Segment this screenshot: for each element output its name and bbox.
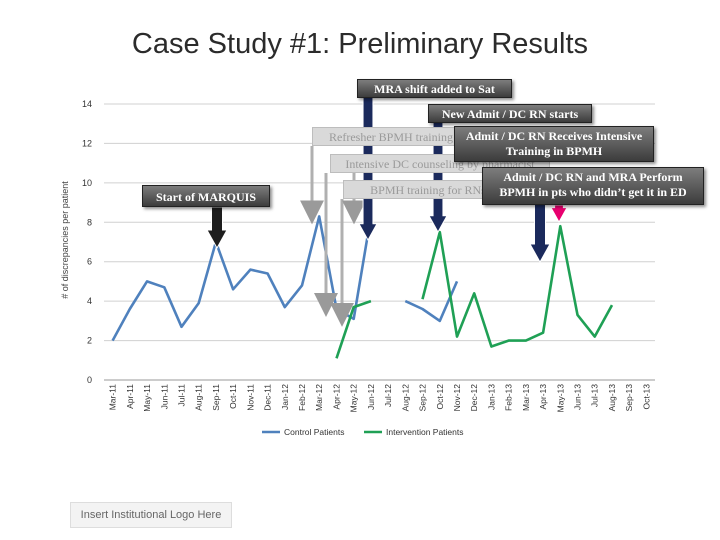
legend-label: Intervention Patients <box>386 427 464 437</box>
x-tick-label: Dec-11 <box>263 384 273 411</box>
series-line-intervention-patients <box>421 224 614 348</box>
x-tick-label: Jun-11 <box>159 384 169 410</box>
callout-new-admit: New Admit / DC RN starts <box>428 104 592 123</box>
x-tick-label: Jun-13 <box>573 384 583 410</box>
x-tick-label: Apr-12 <box>331 384 341 410</box>
y-axis-label: # of discrepancies per patient <box>60 181 70 299</box>
x-tick-label: Aug-13 <box>607 384 617 412</box>
y-tick-label: 4 <box>87 296 92 306</box>
x-tick-labels: Mar-11 Apr-11 May-11 Jun-11 Jul-11 Aug-11 Sep-… <box>108 384 652 413</box>
y-tick-label: 14 <box>82 99 92 109</box>
callout-admit-intensive: Admit / DC RN Receives Intensive Trainin… <box>454 126 654 162</box>
x-tick-label: Feb-12 <box>297 384 307 411</box>
x-tick-label: Apr-11 <box>125 384 135 409</box>
x-tick-label: Mar-11 <box>108 384 118 411</box>
x-tick-label: Aug-12 <box>400 384 410 412</box>
callout-start-marquis: Start of MARQUIS <box>142 185 270 207</box>
y-tick-label: 10 <box>82 178 92 188</box>
y-tick-label: 6 <box>87 257 92 267</box>
x-tick-label: Oct-13 <box>641 384 651 410</box>
x-tick-label: Jan-12 <box>280 384 290 410</box>
x-tick-label: Jul-11 <box>176 384 186 407</box>
y-tick-labels: 0 2 4 6 8 10 12 14 <box>82 99 92 385</box>
x-tick-label: Dec-12 <box>469 384 479 412</box>
x-tick-label: Oct-12 <box>435 384 445 410</box>
legend-label: Control Patients <box>284 427 344 437</box>
x-tick-label: Sep-11 <box>211 384 221 411</box>
x-tick-label: Jul-12 <box>383 384 393 407</box>
x-tick-label: Jan-13 <box>486 384 496 410</box>
x-tick-label: Mar-13 <box>521 384 531 411</box>
x-tick-label: Feb-13 <box>504 384 514 411</box>
x-tick-label: Nov-12 <box>452 384 462 412</box>
x-tick-label: Sep-13 <box>624 384 634 412</box>
legend: Control Patients Intervention Patients <box>262 427 464 437</box>
x-tick-label: Jul-13 <box>590 384 600 407</box>
y-tick-label: 12 <box>82 138 92 148</box>
x-tick-label: Nov-11 <box>245 384 255 411</box>
x-tick-label: Oct-11 <box>228 384 238 409</box>
x-tick-label: May-13 <box>555 384 565 413</box>
callout-mra-shift: MRA shift added to Sat <box>357 79 512 98</box>
x-tick-label: May-12 <box>349 384 359 413</box>
y-tick-label: 0 <box>87 375 92 385</box>
x-tick-label: May-11 <box>142 384 152 412</box>
y-tick-label: 8 <box>87 217 92 227</box>
y-tick-label: 2 <box>87 336 92 346</box>
slide-title: Case Study #1: Preliminary Results <box>131 28 589 60</box>
logo-placeholder: Insert Institutional Logo Here <box>70 502 232 528</box>
x-tick-label: Aug-11 <box>194 384 204 411</box>
series-line-control-patients <box>404 280 459 323</box>
x-tick-label: Apr-13 <box>538 384 548 410</box>
x-tick-label: Jun-12 <box>366 384 376 410</box>
arrow-start-marquis <box>206 206 228 250</box>
series-line-control-patients <box>111 215 373 342</box>
callout-refresher: Refresher BPMH training <box>312 127 470 146</box>
x-tick-label: Mar-12 <box>314 384 324 411</box>
callout-bpmh-rns: BPMH training for RNs <box>343 180 513 199</box>
callout-perform-bpmh: Admit / DC RN and MRA Perform BPMH in pt… <box>482 167 704 205</box>
arrow-perform-bpmh <box>550 204 568 224</box>
faded-arrows <box>300 146 366 327</box>
x-tick-label: Sep-12 <box>418 384 428 412</box>
